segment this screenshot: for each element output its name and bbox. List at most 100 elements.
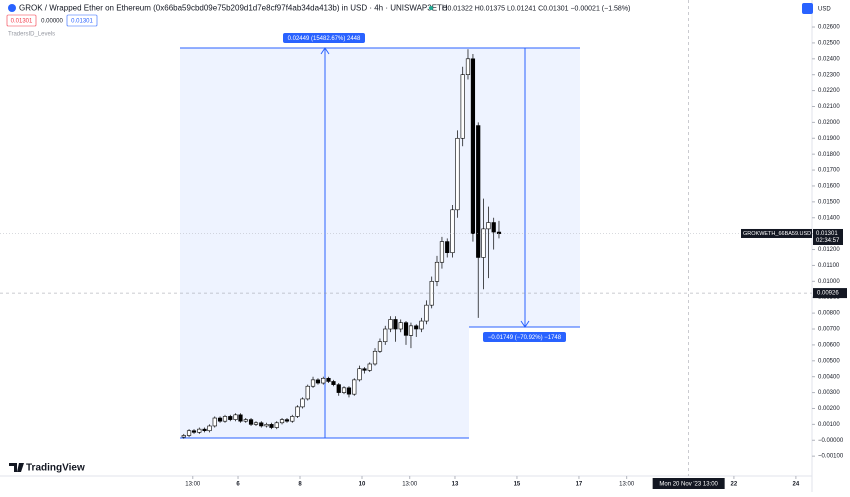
- candle-body: [346, 387, 352, 395]
- x-tick-label: 8: [298, 482, 302, 488]
- symbol-icon: [8, 4, 16, 12]
- x-tick-label: 15: [514, 482, 521, 488]
- currency[interactable]: USD: [818, 7, 831, 13]
- x-tick-label: 13:00: [402, 482, 418, 488]
- y-tick-label: −0.00000: [818, 438, 844, 444]
- y-tick-label: 0.02000: [818, 120, 840, 126]
- y-tick-label: 0.00700: [818, 327, 840, 333]
- quote-box: [66, 14, 98, 27]
- ohlc: O0.01322 H0.01375 L0.01241 C0.01301 −0.0…: [442, 5, 630, 12]
- candle-body: [326, 377, 331, 382]
- symbol-label: GROKWETH_66BA59.USD: [743, 231, 811, 237]
- candle-body: [310, 379, 316, 387]
- candle-body: [300, 398, 305, 408]
- y-tick-label: −0.00100: [818, 454, 844, 460]
- candle-body: [191, 430, 197, 433]
- y-tick-label: 0.01800: [818, 152, 840, 158]
- candle-body: [186, 430, 192, 436]
- candle-body: [445, 241, 450, 254]
- price-label-box: [813, 228, 843, 245]
- candle-body: [233, 414, 238, 420]
- y-tick-label: 0.02600: [818, 25, 840, 31]
- y-tick-label: 0.00500: [818, 358, 840, 364]
- candle-body: [372, 350, 378, 365]
- y-tick-label: 0.00400: [818, 374, 840, 380]
- x-tick-label: 13:00: [619, 482, 635, 488]
- candle-body: [222, 416, 228, 422]
- candle-body: [321, 377, 326, 384]
- currency-icon[interactable]: [802, 3, 813, 14]
- x-tick-label: 17: [576, 482, 583, 488]
- candle-body: [403, 322, 409, 336]
- quote-box: [6, 14, 37, 27]
- candle-body: [481, 228, 486, 258]
- y-tick-label: 0.02400: [818, 56, 840, 62]
- candle-body: [331, 381, 336, 385]
- candle-body: [419, 320, 424, 330]
- crosshair-x-box: [652, 478, 725, 489]
- candle-body: [357, 368, 362, 381]
- logo-icon: [9, 463, 24, 472]
- candle-body: [362, 368, 367, 371]
- price-label: 0.01301: [816, 231, 838, 237]
- candle-body: [388, 319, 393, 330]
- candle-body: [341, 387, 347, 393]
- crosshair-y-label: 0.00926: [817, 291, 839, 297]
- y-tick-label: 0.01100: [818, 263, 840, 269]
- quote-text: 0.01301: [71, 19, 93, 25]
- countdown: 02:34:57: [816, 238, 840, 244]
- crosshair-y-box: [813, 288, 847, 299]
- y-tick-label: 0.00800: [818, 311, 840, 317]
- logo: TradingView: [26, 463, 85, 474]
- candle-body: [207, 425, 212, 432]
- y-tick-label: 0.02100: [818, 104, 840, 110]
- candle-body: [336, 384, 341, 393]
- y-tick-label: 0.02300: [818, 72, 840, 78]
- candle-body: [491, 222, 496, 233]
- y-tick-label: 0.01600: [818, 184, 840, 190]
- x-tick-label: 13:00: [185, 482, 201, 488]
- quote-text: 0.01301: [11, 19, 33, 25]
- candle-body: [383, 328, 388, 343]
- candle-body: [315, 379, 321, 384]
- plot: [181, 49, 502, 439]
- candle-body: [460, 74, 465, 139]
- x-tick-label: 10: [359, 482, 366, 488]
- candle-body: [455, 137, 460, 211]
- candle-body: [243, 419, 248, 422]
- candle-body: [424, 304, 429, 322]
- measure-label-box: [483, 332, 566, 342]
- candle-body: [486, 222, 491, 230]
- candle-body: [408, 325, 414, 336]
- y-tick-label: 0.00600: [818, 342, 840, 348]
- candle-body: [476, 125, 481, 258]
- indicator-name[interactable]: TradersID_Levels: [8, 32, 55, 38]
- candle-body: [450, 209, 455, 254]
- candle-body: [367, 363, 372, 371]
- candle-body: [393, 319, 398, 330]
- x-tick-label: 13: [452, 482, 459, 488]
- candle-body: [212, 417, 217, 427]
- y-tick-label: 0.01200: [818, 247, 840, 253]
- arrow-head: [320, 47, 330, 55]
- candle-body: [269, 424, 274, 428]
- candle-body: [274, 422, 279, 428]
- measure-label: 0.02449 (15482.67%) 2448: [288, 36, 361, 42]
- measure-label: −0.01749 (−70.92%) −1748: [488, 335, 562, 341]
- candle-body: [439, 241, 445, 263]
- candle-body: [434, 261, 440, 282]
- y-tick-label: 0.00300: [818, 390, 840, 396]
- y-tick-label: 0.01000: [818, 279, 840, 285]
- candle-body: [197, 428, 202, 433]
- candle-body: [398, 322, 403, 330]
- x-tick-label: 6: [236, 482, 240, 488]
- candle-body: [377, 341, 383, 352]
- candle-body: [181, 435, 186, 438]
- candle-body: [465, 58, 471, 76]
- x-tick-label: 24: [793, 482, 800, 488]
- candle-body: [253, 422, 259, 425]
- candle-body: [305, 385, 310, 400]
- candle-body: [279, 419, 285, 424]
- candle-body: [264, 424, 269, 427]
